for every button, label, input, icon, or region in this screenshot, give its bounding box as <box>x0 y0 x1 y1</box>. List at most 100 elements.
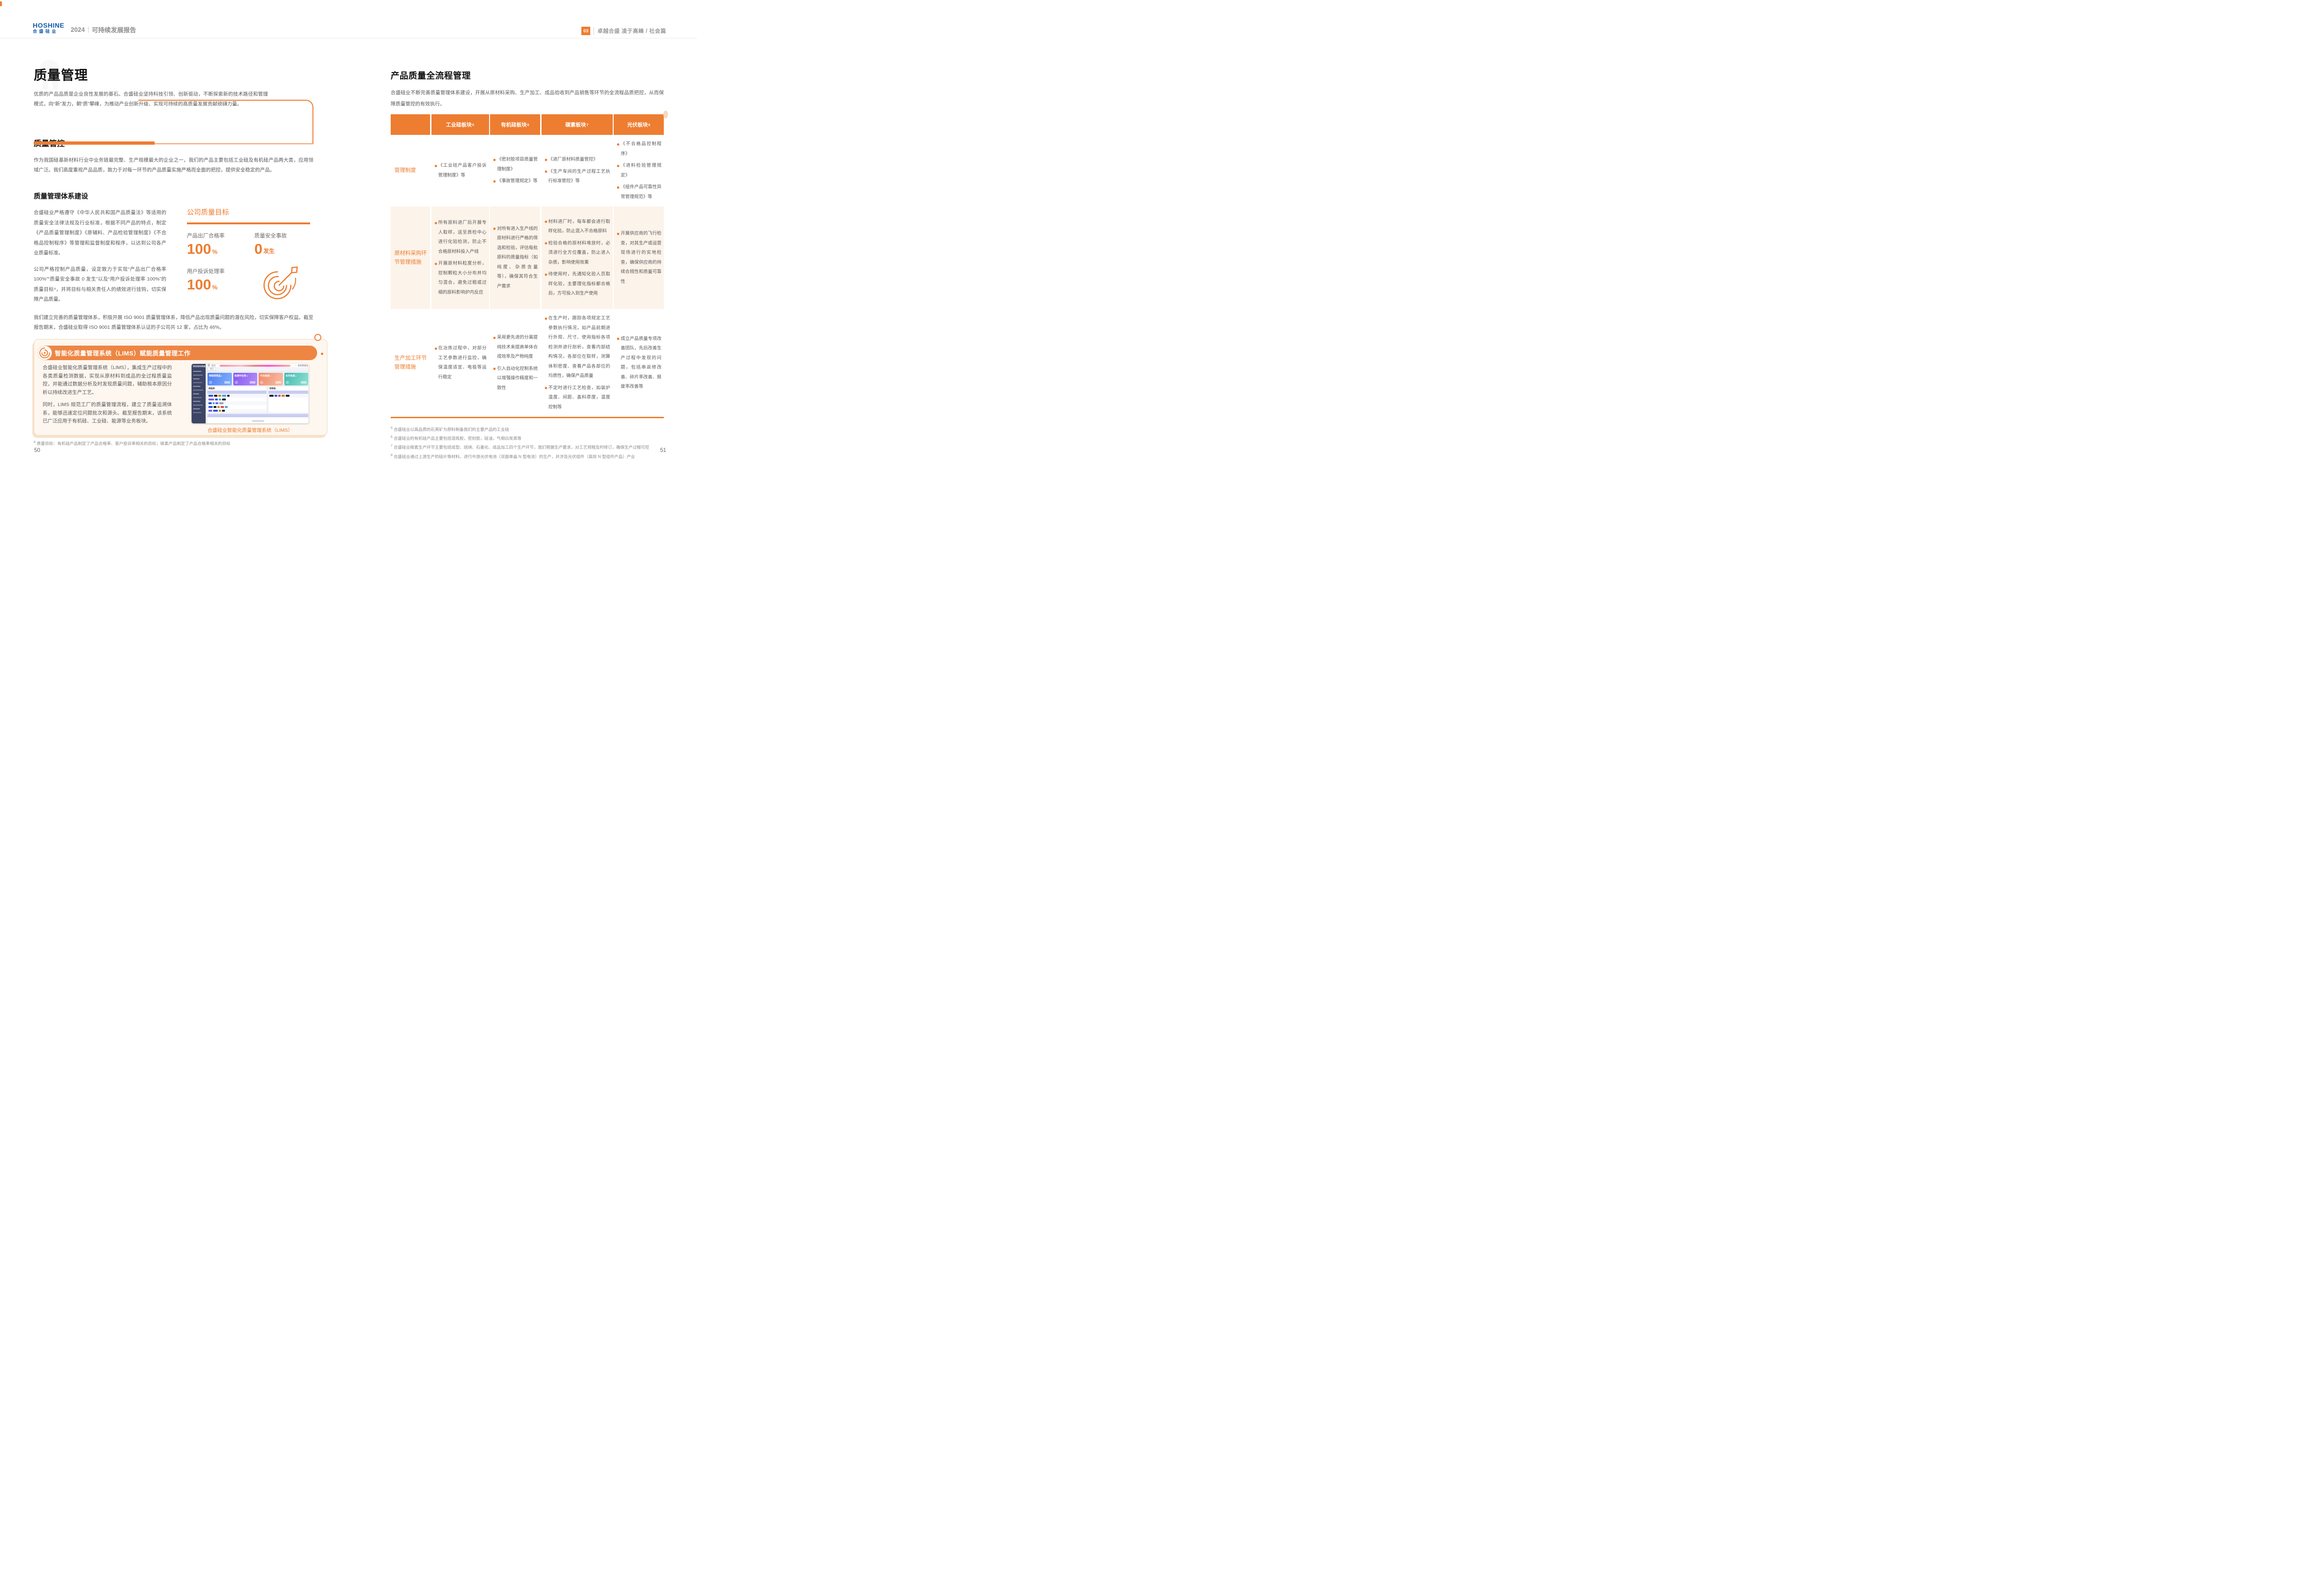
process-table-wrap: 工业硅板块 5 有机硅板块 6 碳素板块 7 光伏板块 8 管理制度 《工业硅产品客户投… <box>391 111 668 418</box>
lims-stat-cards: 待取样样品 检测中任务 今日完成 <box>206 371 309 387</box>
quality-targets-grid: 产品出厂合格率 100% 质量安全事故 0 发生 用户投诉处理率 100% <box>187 232 313 300</box>
table-header-industrial-silicon: 工业硅板块 5 <box>431 114 489 135</box>
blurred-banner <box>220 364 291 367</box>
menu-item-bar <box>193 400 200 402</box>
lims-panel-sampling: 待取样 <box>208 387 267 413</box>
stat-pass-rate: 产品出厂合格率 100% <box>187 232 254 256</box>
lims-card-today: 今日完成 <box>259 373 283 385</box>
right-page-intro: 合盛硅业不断完善质量管理体系建设，开展从原材料采购、生产加工、成品验收到产品销售… <box>391 90 664 107</box>
panel-data-row <box>208 409 267 413</box>
table-header-empty <box>391 114 430 135</box>
card-label: 本月完成 <box>286 374 307 377</box>
table-cell-bullet: 《生产车间的生产过程工艺执行标准管控》等 <box>545 167 610 186</box>
stat-unit: 发生 <box>263 247 275 254</box>
stat-value: 0 <box>254 240 263 257</box>
page-number-right: 51 <box>660 448 666 453</box>
quality-control-body: 作为我国硅基新材料行业中业务链最完整、生产规模最大的企业之一，我们的产品主要包括… <box>34 157 313 173</box>
system-para-2: 公司严格控制产品质量，设定致力于实现“产品出厂合格率 100%”“质量安全事故 … <box>34 266 166 303</box>
report-spread: HOSHINE 合盛硅业 2024 可持续发展报告 03 卓越合盛 凌于高峰 /… <box>0 0 697 474</box>
footnote-sup: 8 <box>391 453 393 457</box>
chapter-title: 卓越合盛 凌于高峰 / 社会篇 <box>597 29 666 34</box>
table-cell: 所有原料进厂后开展专人取样，送至质检中心进行化验检测，防止不合格原材料投入产线 … <box>431 207 489 309</box>
lims-screenshot: HOSHINE <box>192 364 309 423</box>
table-cell: 材料进厂时，每车都会进行取样化验，防止混入不合格原料 检验合格的原材料堆放时，必… <box>541 207 613 309</box>
stat-label: 产品出厂合格率 <box>187 233 225 239</box>
footnote-8: 8 合盛硅业通过上游生产的硅片等材料，进行中游光伏电池（双面单晶 N 型电池）的… <box>391 452 664 460</box>
row-label: 原材料采购环节管理措施 <box>391 207 430 309</box>
left-page: 质量管理 优质的产品品质是企业良性发展的基石。合盛硅业坚持科技引领、创新驱动，不… <box>34 60 327 446</box>
intro-bracket-decoration <box>138 100 313 144</box>
row-label: 管理制度 <box>394 168 416 173</box>
lims-highlight-box: 智能化质量管理系统（LIMS）赋能质量管理工作 合盛硅业智能化质量管理系统（LI… <box>34 334 327 436</box>
panel-data-row <box>208 398 267 401</box>
card-label: 检测中任务 <box>235 374 256 377</box>
lims-tab-home: 首页 <box>208 367 216 371</box>
menu-item-bar <box>193 370 201 372</box>
table-cell-bullet: 成立产品质量专项改善团队，先后改善生产过程中发现的问题，包括串返修改善、碎片率改… <box>617 334 661 392</box>
table-cell: 《进厂原材料质量管控》 《生产车间的生产过程工艺执行标准管控》等 <box>542 135 613 207</box>
quality-targets-divider <box>187 222 310 224</box>
lims-box-body: 合盛硅业智能化质量管理系统（LIMS），集成生产过程中的各类质量检测数据，实现从… <box>43 364 320 434</box>
column-label: 碳素板块 <box>565 122 586 128</box>
footnote-sup: 4 <box>34 441 36 444</box>
panel-data-row <box>208 394 267 398</box>
table-cell-bullet: 在生产时，跟踪各项规定工艺参数执行情况，如产品前期进行外观、尺寸、使用指标各项检… <box>545 314 610 381</box>
table-cell-bullet: 检验合格的原材料堆放时，必须进行全方位覆盖，防止进入杂质，影响使用效果 <box>545 239 610 268</box>
chapter-header: 03 卓越合盛 凌于高峰 / 社会篇 <box>581 27 666 35</box>
stat-unit: % <box>212 248 218 255</box>
table-cell: 成立产品质量专项改善团队，先后改善生产过程中发现的问题，包括串返修改善、碎片率改… <box>614 309 664 417</box>
table-cell-bullet: 所有原料进厂后开展专人取样，送至质检中心进行化验检测，防止不合格原材料投入产线 <box>435 218 487 257</box>
table-cell: 在冶炼过程中，对部分工艺参数进行监控，确保温度适宜、电极等运行稳定 <box>431 309 489 417</box>
menu-item-bar <box>193 382 202 383</box>
iso-para: 我们建立完善的质量管理体系，积极开展 ISO 9001 质量管理体系，降低产品出… <box>34 315 313 330</box>
column-label: 光伏板块 <box>627 122 648 128</box>
table-cell-bullet: 开展原材料粒度分析，控制颗粒大小分布并均匀混合，避免过粗或过细的原料影响炉内反应 <box>435 259 487 297</box>
page-title: 质量管理 <box>34 68 89 82</box>
footnote-7: 7 合盛硅业碳素生产环节主要包括成型、焙烧、石墨化、成品加工四个生产环节，我们根… <box>391 443 664 451</box>
stat-label: 质量安全事故 <box>254 233 287 239</box>
stat-complaint-rate: 用户投诉处理率 100% <box>187 267 254 300</box>
panel-header-bar <box>208 414 308 417</box>
column-sup: 6 <box>527 122 529 127</box>
lims-sidebar-brand: HOSHINE <box>193 365 206 368</box>
table-cell-bullet: 《密封胶项目质量管理制度》 <box>493 155 538 174</box>
quality-targets-panel: 公司质量目标 产品出厂合格率 100% 质量安全事故 0 发生 <box>187 207 313 300</box>
page-intro: 优质的产品品质是企业良性发展的基石。合盛硅业坚持科技引领、创新驱动，不断探索新的… <box>34 91 268 107</box>
table-cell: 在生产时，跟踪各项规定工艺参数执行情况，如产品前期进行外观、尺寸、使用指标各项检… <box>542 309 613 417</box>
table-header-carbon: 碳素板块 7 <box>541 114 613 135</box>
table-header-pv: 光伏板块 8 <box>614 114 664 135</box>
section-heading-system: 质量管理体系建设 <box>34 193 88 200</box>
menu-item-bar <box>193 385 200 387</box>
footnote-sup: 5 <box>391 426 393 430</box>
bubble-decoration <box>314 334 321 341</box>
stat-value: 100 <box>187 276 211 293</box>
system-para-1: 合盛硅业严格遵守《中华人民共和国产品质量法》等适用的质量安全法律法规及行业标准，… <box>34 210 166 256</box>
process-table: 工业硅板块 5 有机硅板块 6 碳素板块 7 光伏板块 8 管理制度 《工业硅产品客户投… <box>391 114 664 417</box>
panel-data-row <box>208 405 267 409</box>
card-label: 待取样样品 <box>209 374 230 377</box>
lims-tab-strip: 首页 <box>206 367 309 371</box>
table-cell-bullet: 《事故管理规定》等 <box>493 177 538 186</box>
intro-underline-thick <box>34 141 155 145</box>
bubble-decoration <box>321 353 323 355</box>
lims-bottom-table <box>208 414 308 423</box>
lims-panel-review: 待审核 <box>268 387 308 413</box>
nodata-blur <box>252 420 264 422</box>
table-header-silicone: 有机硅板块 6 <box>490 114 540 135</box>
intro-underline-thin <box>34 143 313 144</box>
panel-data-row <box>268 394 308 398</box>
card-icon <box>285 381 289 384</box>
meta-divider <box>88 26 89 33</box>
card-icon <box>209 381 212 384</box>
footnote-4: 4 质量目标：有机硅产品制定了产品合格率、客户投诉率相关的目标；碳素产品制定了产… <box>34 440 313 446</box>
table-cell-bullet: 对所有进入生产线的原材料进行严格的筛选和检验，评估每批原料的质量指标（如纯度、杂… <box>493 224 538 292</box>
table-cell-bullet: 不定时进行工艺检查，如装炉温度、间距、盖料厚度，温度控制等 <box>545 384 610 413</box>
table-cell-bullet: 《进厂原材料质量管控》 <box>545 155 610 165</box>
panel-header-bar <box>268 391 308 394</box>
lims-figure: HOSHINE <box>192 364 309 434</box>
menu-item-bar <box>193 408 200 409</box>
lims-box-title: 智能化质量管理系统（LIMS）赋能质量管理工作 <box>55 350 191 357</box>
bell-icon: ◔ <box>295 364 297 367</box>
lims-spiral-icon <box>37 346 52 360</box>
table-cell-bullet: 《组件产品可靠性异常管理规范》等 <box>617 183 661 202</box>
